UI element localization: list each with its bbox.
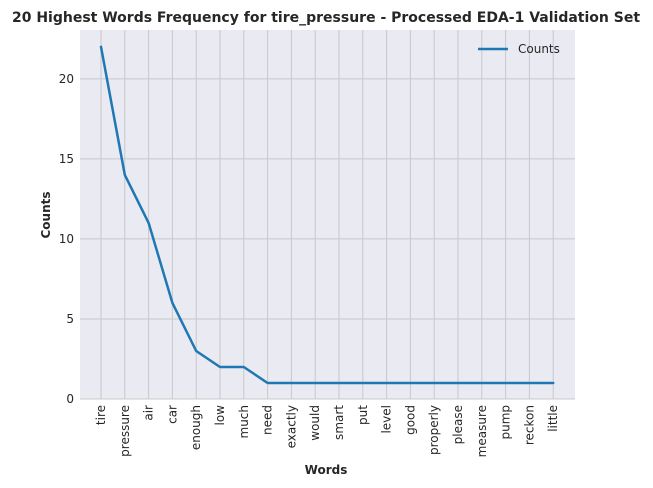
series-layer	[99, 45, 555, 385]
x-tick-label: need	[261, 405, 275, 435]
x-tick-label: air	[142, 405, 156, 421]
series-line-counts	[99, 45, 555, 385]
x-tick-label: properly	[427, 405, 441, 455]
x-tick-label: pump	[499, 405, 513, 440]
x-tick-label: pressure	[118, 405, 132, 457]
x-tick-label: much	[237, 405, 251, 439]
x-tick-label: smart	[332, 405, 346, 440]
x-tick-label: please	[451, 405, 465, 444]
y-tick-label: 15	[59, 152, 74, 166]
x-tick-label: level	[380, 405, 394, 434]
y-axis-title: Counts	[39, 191, 53, 238]
x-axis-title: Words	[305, 463, 348, 477]
x-tick-label: enough	[189, 405, 203, 450]
x-tick-label: put	[356, 405, 370, 425]
y-tick-label: 20	[59, 72, 74, 86]
x-tick-label: would	[308, 405, 322, 441]
x-tick-label: reckon	[522, 405, 536, 445]
chart-title: 20 Highest Words Frequency for tire_pres…	[12, 10, 640, 26]
x-tick-label: car	[165, 405, 179, 424]
grid-layer	[80, 30, 575, 400]
plot-area	[80, 30, 575, 399]
y-tick-label: 5	[66, 312, 74, 326]
x-tick-label: low	[213, 405, 227, 426]
x-tick-label: little	[546, 405, 560, 432]
y-tick-label: 10	[59, 232, 74, 246]
x-tick-label: exactly	[284, 405, 298, 448]
x-tick-label: tire	[94, 405, 108, 425]
y-tick-labels: 0 5 10 15 20	[59, 72, 74, 406]
legend-label-counts: Counts	[518, 42, 560, 56]
y-tick-label: 0	[66, 392, 74, 406]
x-tick-label: good	[403, 405, 417, 435]
legend: Counts	[478, 42, 560, 56]
x-tick-labels: tire pressure air car enough low much need exact…	[94, 405, 560, 458]
x-tick-label: measure	[475, 405, 489, 457]
